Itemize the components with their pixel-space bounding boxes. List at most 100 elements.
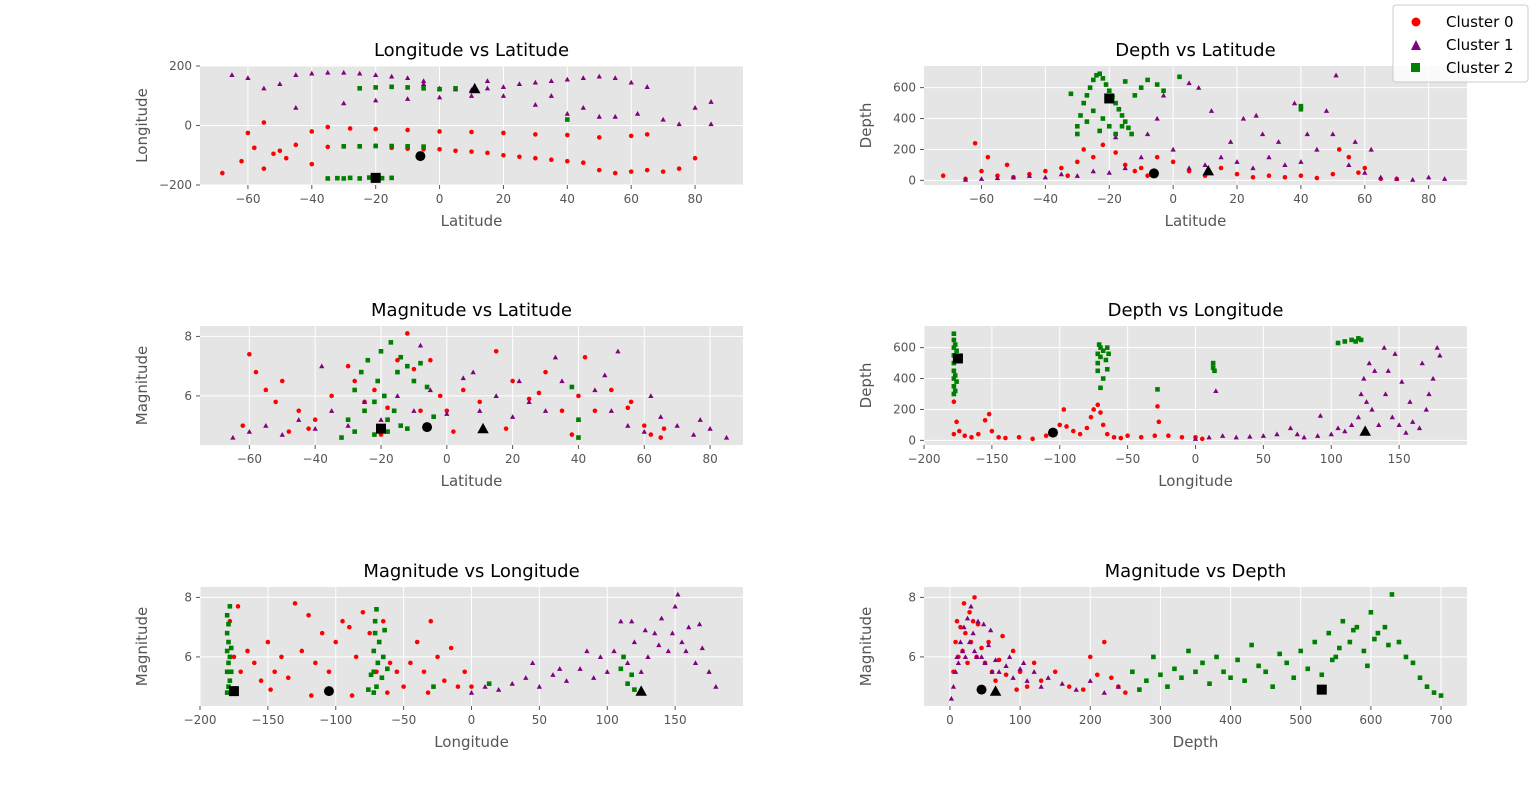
data-point: [1266, 173, 1272, 179]
data-point: [368, 672, 374, 678]
x-tick-label: 20: [496, 192, 511, 206]
plot-area: [200, 326, 743, 445]
data-point: [516, 81, 523, 86]
data-point: [333, 639, 339, 645]
data-point: [665, 648, 671, 654]
centroid-cluster-2: [952, 353, 963, 364]
data-point: [372, 618, 378, 624]
data-point: [596, 135, 602, 140]
x-axis-label: Longitude: [1158, 472, 1233, 490]
data-point: [345, 363, 351, 369]
legend-entry-cluster-1: Cluster 1: [1411, 36, 1514, 54]
data-point: [979, 645, 984, 651]
data-point: [584, 648, 590, 654]
plot-area: [924, 587, 1467, 706]
data-point: [374, 684, 379, 689]
data-point: [1372, 368, 1378, 373]
x-axis-label: Depth: [1173, 733, 1219, 751]
data-point: [1071, 428, 1076, 434]
data-point: [352, 387, 357, 393]
data-point: [951, 376, 957, 381]
data-point: [1250, 174, 1256, 180]
x-axis-label: Latitude: [441, 472, 503, 490]
data-point: [1192, 436, 1199, 441]
data-point: [992, 657, 999, 663]
data-point: [563, 678, 570, 683]
data-point: [273, 399, 278, 405]
data-point: [1010, 174, 1017, 180]
data-point: [950, 684, 957, 689]
data-point: [460, 387, 466, 393]
data-point: [676, 166, 682, 171]
data-point: [1166, 433, 1171, 439]
data-point: [427, 387, 434, 393]
data-point: [1122, 119, 1128, 124]
data-point: [382, 627, 387, 633]
data-point: [533, 132, 538, 137]
data-point: [380, 654, 386, 660]
data-point: [1274, 431, 1280, 437]
data-point: [253, 369, 259, 375]
y-tick-label: 0: [908, 173, 916, 187]
data-point: [1199, 436, 1205, 442]
data-point: [1115, 684, 1121, 689]
subplot-title: Depth vs Latitude: [1115, 40, 1275, 61]
data-point: [1399, 378, 1405, 384]
data-point: [385, 417, 390, 423]
data-point: [1419, 360, 1425, 366]
subplot-title: Magnitude vs Latitude: [371, 300, 572, 321]
data-point: [388, 340, 394, 345]
data-point: [1122, 79, 1128, 84]
data-point: [501, 152, 506, 158]
data-point: [1077, 431, 1083, 437]
data-point: [1154, 154, 1160, 160]
data-point: [602, 372, 608, 378]
data-point: [966, 639, 973, 645]
x-tick-label: −60: [969, 192, 994, 206]
data-point: [1160, 92, 1167, 98]
x-tick-label: 0: [443, 452, 451, 466]
data-point: [1103, 82, 1109, 87]
data-point: [1113, 100, 1118, 106]
series-cluster-1: [962, 72, 1448, 182]
data-point: [252, 660, 257, 666]
data-point: [1227, 139, 1234, 144]
data-point: [462, 669, 468, 675]
data-point: [1382, 624, 1388, 630]
data-point: [228, 669, 234, 675]
data-point: [365, 357, 371, 363]
data-point: [1113, 150, 1118, 155]
data-point: [978, 654, 985, 660]
data-point: [1075, 123, 1080, 129]
data-point: [357, 70, 363, 76]
data-point: [245, 75, 251, 81]
data-point: [1434, 344, 1440, 350]
data-point: [1145, 173, 1150, 179]
data-point: [1358, 337, 1364, 343]
data-point: [959, 648, 966, 654]
x-tick-label: 0: [468, 713, 476, 727]
data-point: [312, 417, 318, 423]
x-tick-label: 500: [1289, 713, 1312, 727]
data-point: [309, 161, 315, 167]
data-point: [1155, 387, 1160, 392]
y-tick-label: 8: [908, 590, 916, 604]
legend-label-cluster-2: Cluster 2: [1446, 59, 1514, 77]
series-cluster-2: [1068, 71, 1304, 137]
data-point: [1091, 407, 1096, 412]
data-point: [360, 609, 366, 615]
data-point: [230, 434, 236, 440]
data-point: [453, 86, 458, 91]
data-point: [609, 387, 614, 393]
data-point: [371, 690, 377, 695]
data-point: [951, 399, 957, 405]
data-point: [1068, 91, 1074, 97]
data-point: [971, 648, 978, 654]
data-point: [1061, 407, 1067, 412]
data-point: [417, 342, 424, 348]
data-point: [437, 86, 442, 92]
data-point: [669, 630, 676, 636]
data-point: [411, 408, 417, 413]
data-point: [1094, 672, 1100, 678]
